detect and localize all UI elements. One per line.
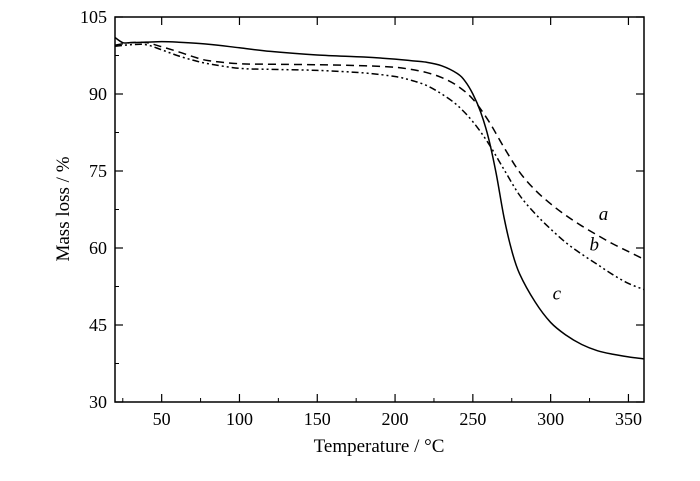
axis-ticks	[115, 16, 644, 403]
x-tick-label: 300	[537, 409, 564, 429]
plot-frame	[114, 16, 645, 403]
y-tick-label: 90	[89, 84, 107, 104]
y-axis-label: Mass loss / %	[53, 156, 74, 261]
x-tick-label: 150	[304, 409, 331, 429]
x-tick-label: 100	[226, 409, 253, 429]
y-tick-label: 75	[89, 161, 107, 181]
axis-tick-labels: 50 100 150 200 250 300 350 30 45 60 75 90 105	[80, 7, 642, 429]
curve-label-c: c	[553, 283, 562, 304]
x-axis-label: Temperature / °C	[314, 436, 445, 457]
x-tick-label: 200	[382, 409, 409, 429]
y-tick-label: 60	[89, 238, 107, 258]
x-tick-label: 50	[153, 409, 171, 429]
y-tick-label: 30	[89, 392, 107, 412]
curve-a	[114, 41, 645, 260]
curve-c	[114, 36, 645, 360]
x-tick-label: 250	[459, 409, 486, 429]
curve-b	[114, 43, 645, 291]
data-curves	[114, 36, 645, 360]
y-tick-label: 105	[80, 7, 107, 27]
curve-annotations: ab c	[553, 204, 609, 305]
curve-label-a: a	[599, 204, 609, 225]
x-tick-label: 350	[615, 409, 642, 429]
y-tick-label: 45	[89, 315, 107, 335]
curve-label-b: b	[589, 235, 599, 256]
